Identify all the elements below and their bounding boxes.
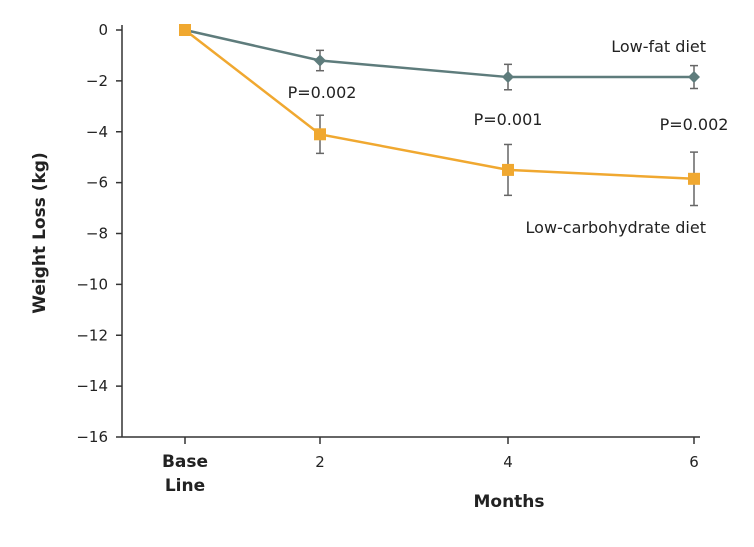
x-tick-label: Line: [165, 476, 205, 496]
y-axis-label: Weight Loss (kg): [30, 152, 50, 314]
y-tick-label: −6: [86, 174, 108, 192]
p-value-month-2: P=0.002: [288, 83, 357, 102]
p-value-month-6: P=0.002: [660, 115, 729, 134]
series-line: [184, 28, 694, 79]
x-tick-label: 6: [689, 453, 699, 471]
y-tick-label: −12: [76, 326, 108, 344]
y-tick-label: −8: [86, 225, 108, 243]
series-low-fat-diet: [179, 24, 700, 91]
data-point: [314, 54, 326, 67]
y-tick-label: 0: [98, 21, 108, 39]
legend-label-low-fat: Low-fat diet: [611, 37, 706, 56]
p-value-month-4: P=0.001: [474, 110, 543, 129]
data-point: [688, 71, 700, 84]
series-line: [184, 29, 695, 181]
y-tick-label: −14: [76, 377, 108, 395]
y-tick-label: −10: [76, 275, 108, 293]
x-tick-label: 2: [315, 453, 325, 471]
data-point: [179, 24, 191, 36]
data-point: [688, 172, 700, 185]
x-tick-label: Base: [162, 452, 208, 472]
data-point: [314, 128, 326, 141]
x-tick-label: 4: [503, 453, 513, 471]
y-tick-label: −2: [86, 72, 108, 90]
x-axis-label: Months: [473, 492, 544, 512]
data-point: [502, 71, 514, 84]
y-tick-label: −16: [76, 428, 108, 446]
data-point: [502, 163, 514, 176]
y-tick-label: −4: [86, 123, 108, 141]
legend-label-low-carb: Low-carbohydrate diet: [526, 218, 706, 237]
